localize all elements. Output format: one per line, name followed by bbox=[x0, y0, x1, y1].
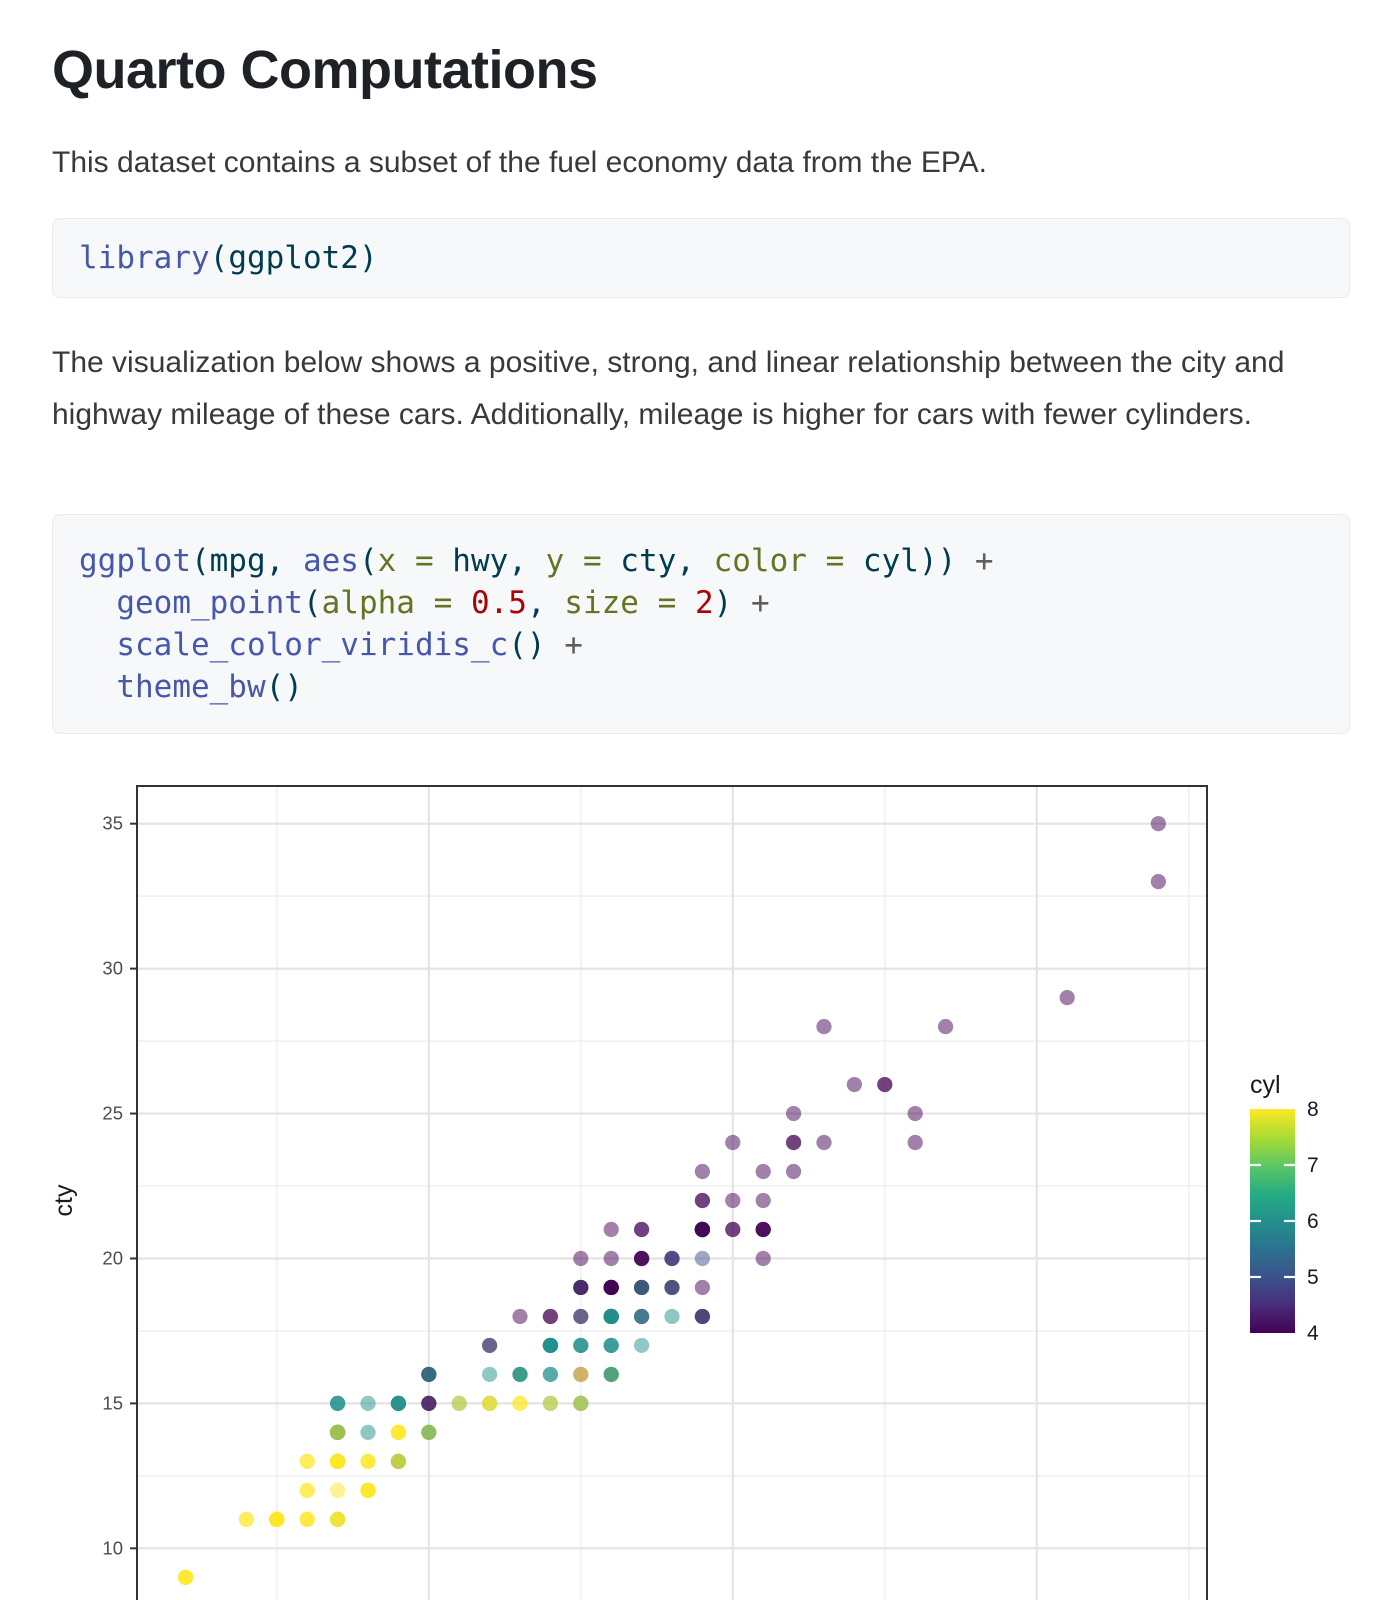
svg-text:5: 5 bbox=[1307, 1266, 1319, 1289]
svg-text:6: 6 bbox=[1307, 1210, 1319, 1233]
intro-paragraph: This dataset contains a subset of the fu… bbox=[52, 146, 987, 179]
svg-text:15: 15 bbox=[102, 1392, 123, 1413]
svg-text:8: 8 bbox=[1307, 1098, 1319, 1121]
code-block-ggplot: ggplot(mpg, aes(x = hwy, y = cty, color … bbox=[52, 514, 1350, 734]
svg-text:7: 7 bbox=[1307, 1154, 1319, 1177]
svg-text:35: 35 bbox=[102, 813, 123, 834]
description-paragraph: The visualization below shows a positive… bbox=[52, 346, 1285, 431]
svg-text:10: 10 bbox=[102, 1537, 123, 1558]
y-axis-title: cty bbox=[50, 1184, 78, 1216]
legend-title: cyl bbox=[1250, 1071, 1281, 1099]
svg-text:4: 4 bbox=[1307, 1322, 1319, 1345]
code-text: ggplot(mpg, aes(x = hwy, y = cty, color … bbox=[79, 543, 994, 705]
code-block-library: library(ggplot2) bbox=[52, 218, 1350, 298]
svg-text:30: 30 bbox=[102, 958, 123, 979]
svg-text:20: 20 bbox=[102, 1247, 123, 1268]
svg-text:25: 25 bbox=[102, 1103, 123, 1124]
code-text: library(ggplot2) bbox=[79, 240, 378, 276]
page-title: Quarto Computations bbox=[52, 40, 598, 100]
